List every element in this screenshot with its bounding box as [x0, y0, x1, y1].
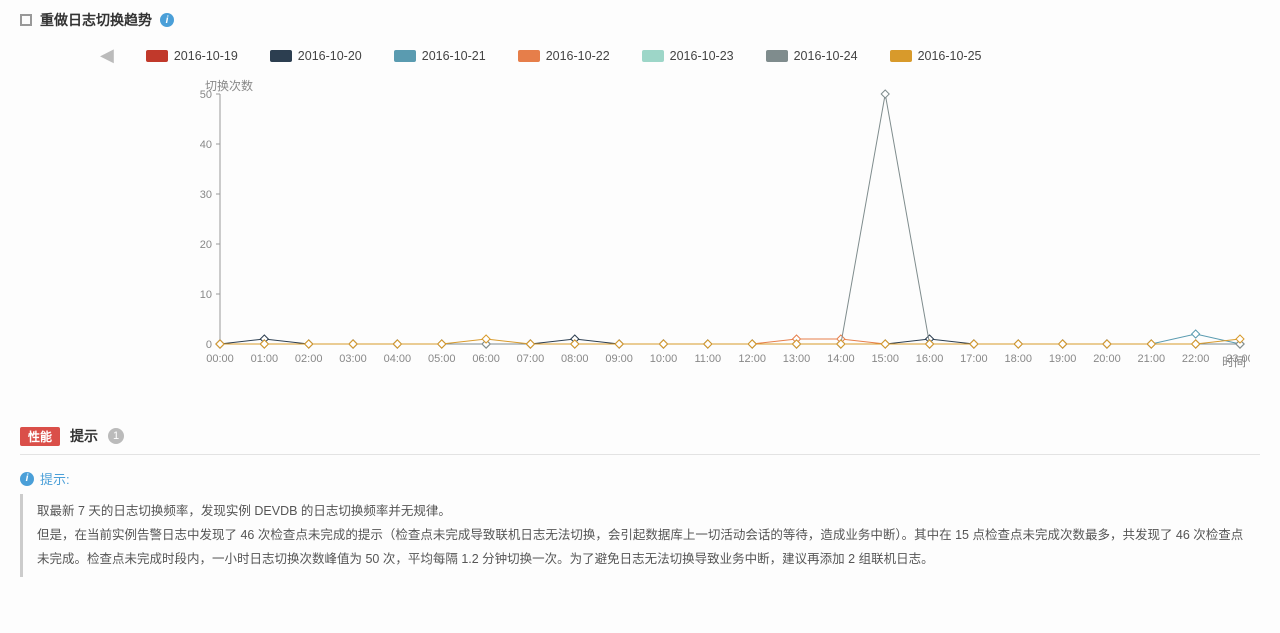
svg-text:20:00: 20:00 [1093, 353, 1121, 365]
section-title: 重做日志切换趋势 [40, 10, 152, 30]
legend-swatch-icon [766, 50, 788, 62]
legend-swatch-icon [146, 50, 168, 62]
legend-swatch-icon [270, 50, 292, 62]
tip-line: 但是，在当前实例告警日志中发现了 46 次检查点未完成的提示（检查点未完成导致联… [37, 524, 1246, 572]
svg-text:11:00: 11:00 [694, 353, 721, 365]
legend-item[interactable]: 2016-10-19 [146, 49, 238, 63]
svg-text:00:00: 00:00 [206, 353, 234, 365]
tip-heading: i 提示: [20, 469, 1260, 488]
legend-item[interactable]: 2016-10-24 [766, 49, 858, 63]
svg-text:07:00: 07:00 [517, 353, 545, 365]
svg-text:16:00: 16:00 [916, 353, 944, 365]
chart-container: 切换次数 0102030405000:0001:0002:0003:0004:0… [20, 81, 1260, 396]
legend-item[interactable]: 2016-10-23 [642, 49, 734, 63]
tip-body: 取最新 7 天的日志切换频率，发现实例 DEVDB 的日志切换频率并无规律。但是… [20, 494, 1260, 577]
svg-text:20: 20 [200, 239, 212, 251]
x-axis-title: 时间 [1222, 353, 1246, 370]
legend-label: 2016-10-20 [298, 49, 362, 63]
svg-text:02:00: 02:00 [295, 353, 323, 365]
chart-legend: ◀ 2016-10-19 2016-10-20 2016-10-21 2016-10-… [20, 45, 1260, 81]
legend-swatch-icon [394, 50, 416, 62]
svg-text:40: 40 [200, 139, 212, 151]
svg-text:05:00: 05:00 [428, 353, 456, 365]
legend-label: 2016-10-22 [546, 49, 610, 63]
svg-text:12:00: 12:00 [738, 353, 766, 365]
legend-item[interactable]: 2016-10-21 [394, 49, 486, 63]
section-header: 重做日志切换趋势 i [20, 10, 1260, 30]
legend-label: 2016-10-21 [422, 49, 486, 63]
svg-text:08:00: 08:00 [561, 353, 589, 365]
tip-tag-row: 性能 提示 1 [20, 426, 1260, 455]
svg-text:0: 0 [206, 339, 212, 351]
tip-line: 取最新 7 天的日志切换频率，发现实例 DEVDB 的日志切换频率并无规律。 [37, 500, 1246, 524]
svg-text:19:00: 19:00 [1049, 353, 1077, 365]
legend-label: 2016-10-24 [794, 49, 858, 63]
tip-count-badge: 1 [108, 428, 124, 444]
svg-text:04:00: 04:00 [384, 353, 412, 365]
section-marker-icon [20, 14, 32, 26]
svg-text:22:00: 22:00 [1182, 353, 1210, 365]
y-axis-title: 切换次数 [205, 77, 253, 94]
svg-text:17:00: 17:00 [960, 353, 988, 365]
tip-label: 提示 [70, 426, 98, 446]
svg-text:06:00: 06:00 [472, 353, 500, 365]
legend-label: 2016-10-23 [670, 49, 734, 63]
performance-badge: 性能 [20, 427, 60, 446]
legend-item[interactable]: 2016-10-25 [890, 49, 982, 63]
svg-text:10:00: 10:00 [650, 353, 678, 365]
svg-text:21:00: 21:00 [1138, 353, 1166, 365]
legend-swatch-icon [642, 50, 664, 62]
svg-text:13:00: 13:00 [783, 353, 811, 365]
svg-text:01:00: 01:00 [251, 353, 279, 365]
legend-label: 2016-10-25 [918, 49, 982, 63]
svg-text:30: 30 [200, 189, 212, 201]
tip-block: i 提示: 取最新 7 天的日志切换频率，发现实例 DEVDB 的日志切换频率并… [20, 469, 1260, 577]
line-chart: 0102030405000:0001:0002:0003:0004:0005:0… [190, 86, 1250, 376]
legend-prev-icon[interactable]: ◀ [100, 45, 114, 66]
svg-text:15:00: 15:00 [871, 353, 899, 365]
svg-text:14:00: 14:00 [827, 353, 855, 365]
svg-text:09:00: 09:00 [605, 353, 633, 365]
svg-text:18:00: 18:00 [1004, 353, 1032, 365]
tip-title: 提示: [40, 469, 70, 488]
legend-item[interactable]: 2016-10-22 [518, 49, 610, 63]
legend-swatch-icon [518, 50, 540, 62]
svg-text:03:00: 03:00 [339, 353, 367, 365]
info-icon[interactable]: i [160, 13, 174, 27]
legend-swatch-icon [890, 50, 912, 62]
info-icon: i [20, 472, 34, 486]
legend-item[interactable]: 2016-10-20 [270, 49, 362, 63]
svg-text:10: 10 [200, 289, 212, 301]
legend-label: 2016-10-19 [174, 49, 238, 63]
